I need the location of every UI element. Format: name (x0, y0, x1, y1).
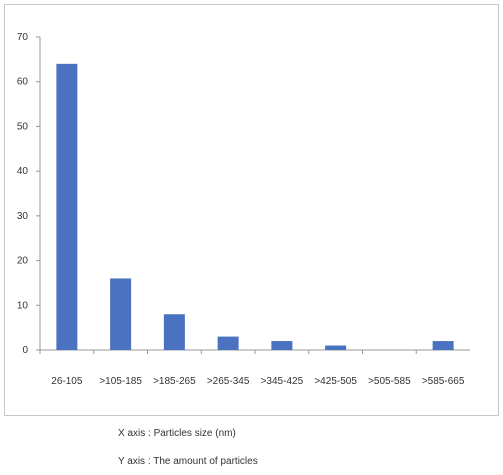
bar (432, 341, 454, 350)
y-tick-label: 30 (17, 211, 29, 222)
x-tick-label: >345-425 (261, 376, 304, 387)
x-tick-label: >585-665 (422, 376, 465, 387)
x-tick-label: >505-585 (368, 376, 411, 387)
x-tick-label: >425-505 (314, 376, 357, 387)
x-tick-label: 26-105 (51, 376, 83, 387)
x-tick-label: >105-185 (99, 376, 142, 387)
x-axis-caption: X axis : Particles size (nm) (118, 428, 236, 439)
bar (56, 63, 78, 350)
y-tick-label: 40 (17, 166, 29, 177)
y-tick-label: 10 (17, 300, 29, 311)
y-axis-caption: Y axis : The amount of particles (118, 456, 258, 467)
y-tick-label: 50 (17, 121, 29, 132)
bar (325, 345, 347, 350)
bar (110, 278, 132, 350)
y-tick-label: 20 (17, 256, 29, 267)
bar (163, 314, 185, 350)
bar-chart: 0 10 20 30 40 50 60 70 26-105 >105-185 >185-265 >26… (17, 32, 470, 387)
bar (217, 336, 239, 350)
x-tick-label: >185-265 (153, 376, 196, 387)
chart-frame (4, 4, 499, 416)
x-tick-label: >265-345 (207, 376, 250, 387)
y-tick-label: 0 (22, 345, 28, 356)
bar (271, 341, 293, 350)
y-tick-label: 60 (17, 77, 29, 88)
y-tick-label: 70 (17, 32, 29, 43)
